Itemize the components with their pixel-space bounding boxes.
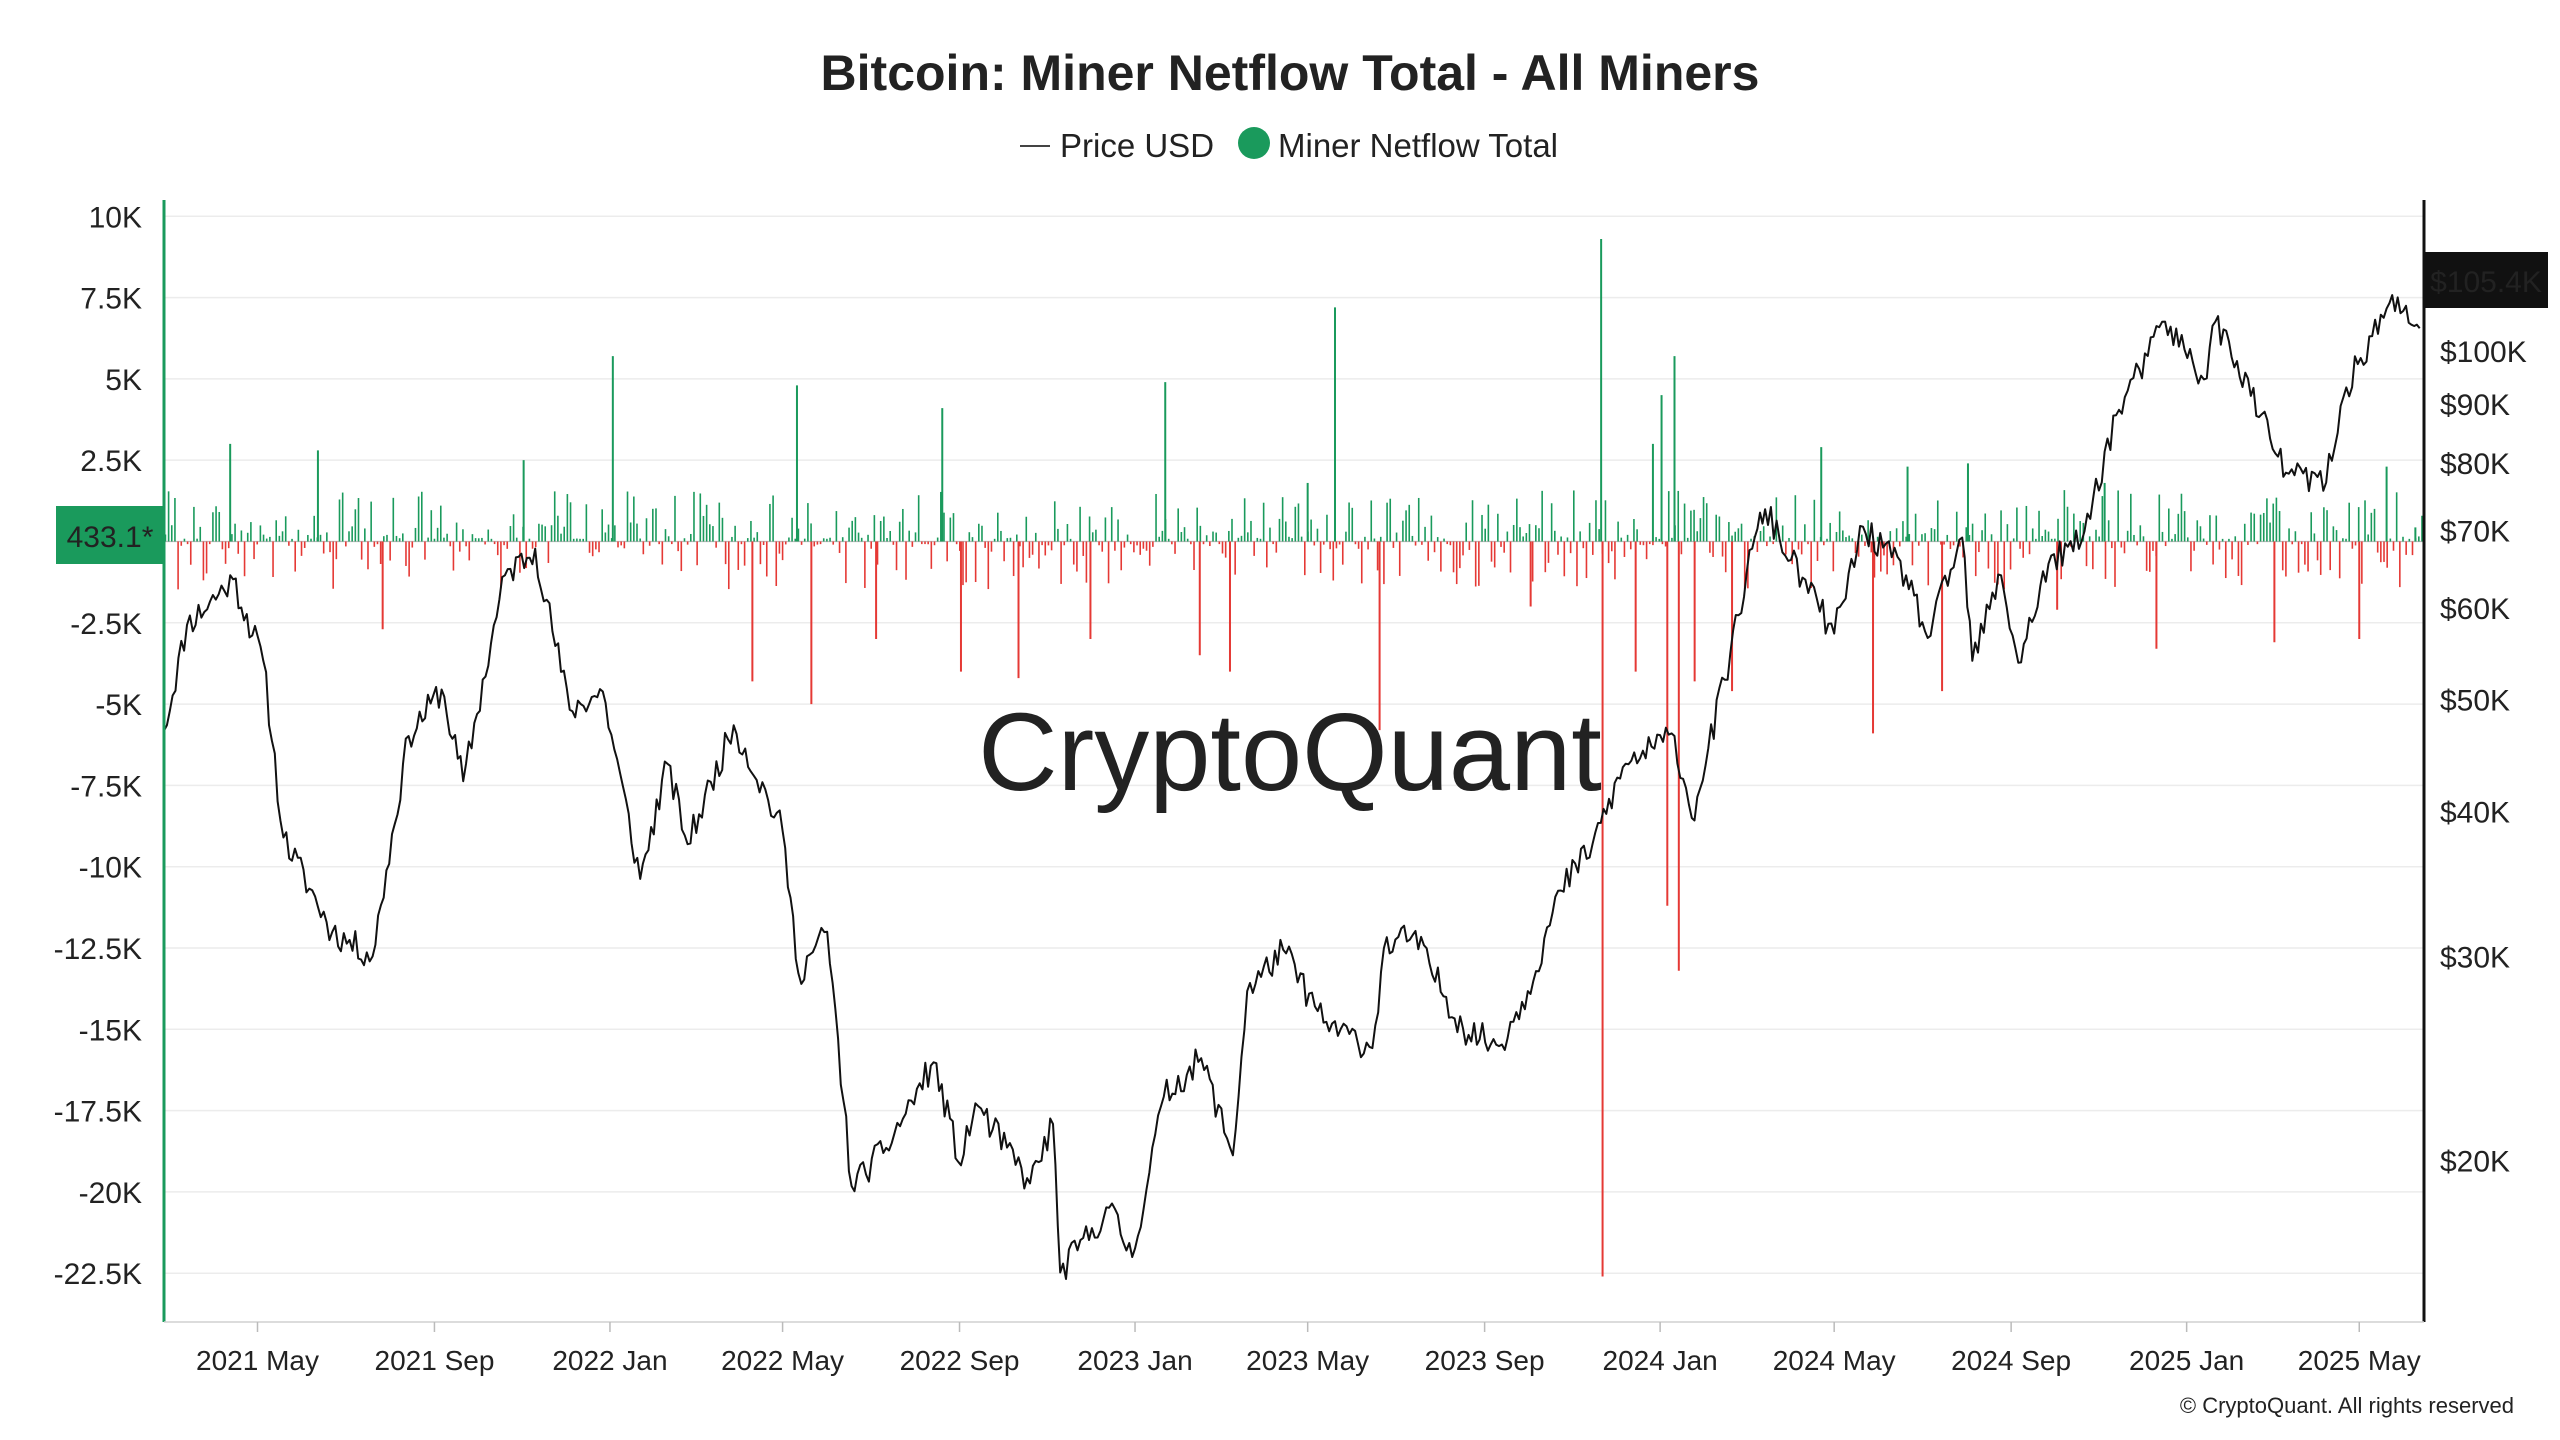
right-tick-label: $60K (2440, 593, 2510, 626)
x-tick-label: 2022 Sep (900, 1345, 1020, 1376)
axes (162, 200, 2426, 1323)
chart-title: Bitcoin: Miner Netflow Total - All Miner… (821, 45, 1760, 101)
left-current-value-tag: 433.1* (56, 506, 164, 564)
grid-lines (164, 215, 2424, 1274)
x-tick-label: 2024 Jan (1603, 1345, 1718, 1376)
left-tick-label: 5K (105, 364, 142, 397)
right-tick-label: $100K (2440, 336, 2527, 369)
legend-netflow-swatch (1238, 127, 1270, 159)
right-tick-label: $40K (2440, 797, 2510, 830)
left-tick-label: -10K (79, 852, 142, 885)
left-current-value-box (56, 506, 164, 564)
x-tick-label: 2025 May (2298, 1345, 2421, 1376)
left-tick-label: -20K (79, 1177, 142, 1210)
right-axis-ticks: $100K $90K $80K $70K $60K $50K $40K $30K $20K (2440, 336, 2527, 1178)
netflow-bars (164, 239, 2423, 1277)
right-tick-label: $90K (2440, 389, 2510, 422)
x-tick-label: 2023 May (1246, 1345, 1369, 1376)
legend[interactable]: Price USD Miner Netflow Total (1020, 127, 1558, 164)
left-tick-label: -7.5K (70, 770, 142, 803)
right-current-value-tag: $105.4K (2424, 252, 2548, 308)
left-tick-label: -22.5K (54, 1258, 142, 1291)
right-tick-label: $50K (2440, 684, 2510, 717)
right-current-value-label: $105.4K (2430, 266, 2542, 299)
legend-price-label[interactable]: Price USD (1060, 127, 1214, 164)
left-tick-label: 7.5K (80, 283, 142, 316)
x-tick-label: 2024 May (1773, 1345, 1896, 1376)
x-tick-label: 2023 Sep (1425, 1345, 1545, 1376)
x-tick-label: 2024 Sep (1951, 1345, 2071, 1376)
right-tick-label: $20K (2440, 1145, 2510, 1178)
left-tick-label: -5K (95, 689, 142, 722)
x-tick-label: 2022 May (721, 1345, 844, 1376)
copyright-notice: © CryptoQuant. All rights reserved (2180, 1393, 2514, 1418)
x-tick-label: 2021 May (196, 1345, 319, 1376)
price-line (163, 294, 2421, 1280)
x-tick-label: 2025 Jan (2129, 1345, 2244, 1376)
x-tick-label: 2022 Jan (552, 1345, 667, 1376)
left-tick-label: 10K (89, 201, 142, 234)
legend-netflow-label[interactable]: Miner Netflow Total (1278, 127, 1558, 164)
left-tick-label: 2.5K (80, 445, 142, 478)
right-tick-label: $80K (2440, 448, 2510, 481)
right-tick-label: $70K (2440, 515, 2510, 548)
left-tick-label: -2.5K (70, 608, 142, 641)
x-axis-ticks: 2021 May 2021 Sep 2022 Jan 2022 May 2022 Sep… (196, 1322, 2421, 1376)
left-axis-ticks: 10K 7.5K 5K 2.5K -2.5K -5K -7.5K -10K -12.5K -15K… (54, 201, 142, 1291)
right-current-value-box (2424, 252, 2548, 308)
x-tick-label: 2021 Sep (375, 1345, 495, 1376)
left-tick-label: -12.5K (54, 933, 142, 966)
x-tick-label: 2023 Jan (1077, 1345, 1192, 1376)
right-tick-label: $30K (2440, 941, 2510, 974)
left-tick-label: -17.5K (54, 1096, 142, 1129)
left-tick-label: -15K (79, 1014, 142, 1047)
price-line-layer (163, 294, 2421, 1280)
watermark: CryptoQuant (978, 691, 1602, 814)
left-current-value-label: 433.1* (67, 521, 154, 554)
